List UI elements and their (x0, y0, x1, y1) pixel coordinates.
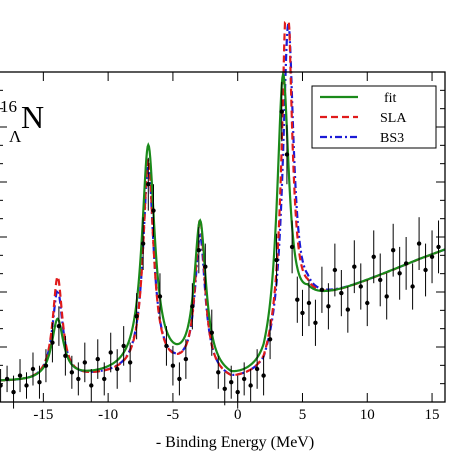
data-point (157, 294, 163, 299)
x-tick-label: 10 (360, 407, 375, 423)
data-point (378, 277, 383, 283)
data-point (371, 254, 376, 259)
data-point (410, 284, 415, 289)
data-point (390, 248, 396, 253)
data-point (82, 360, 88, 365)
data-point (95, 356, 100, 362)
data-point (306, 300, 312, 306)
legend-label-bs3: BS3 (380, 131, 404, 146)
data-point (89, 383, 94, 388)
x-tick-label: 0 (234, 407, 242, 423)
data-point (261, 373, 266, 378)
data-point (284, 152, 290, 157)
data-point (313, 320, 318, 325)
data-point (108, 350, 113, 355)
x-tick-label: 15 (425, 407, 440, 423)
points-layer (0, 81, 441, 409)
series-fit-line (0, 71, 446, 382)
data-point (170, 363, 176, 368)
data-point (254, 366, 260, 372)
data-point (115, 366, 120, 372)
data-point (289, 244, 295, 250)
nucleus-mass: 16 (0, 97, 17, 116)
data-point (56, 323, 62, 329)
data-point (102, 376, 107, 382)
data-point (196, 248, 202, 253)
data-point (4, 376, 10, 382)
data-point (300, 310, 305, 316)
x-tick-label: -5 (167, 407, 180, 423)
data-point (121, 343, 126, 349)
data-point (384, 294, 389, 299)
data-point (146, 182, 151, 187)
nucleus-lambda: Λ (9, 127, 22, 146)
data-point (177, 376, 182, 382)
data-point (416, 241, 422, 246)
data-point (332, 267, 338, 273)
data-point (76, 376, 81, 382)
series-sla-line (0, 21, 446, 382)
data-point (267, 337, 273, 342)
series-bs3-line (0, 23, 446, 382)
data-point (352, 264, 357, 269)
data-point (11, 389, 16, 395)
data-point (0, 383, 3, 388)
data-point (216, 370, 221, 375)
data-point (274, 257, 279, 263)
data-point (345, 307, 351, 312)
data-point (429, 254, 435, 259)
data-point (365, 300, 370, 306)
data-point (222, 386, 227, 391)
nucleus-element: N (21, 99, 44, 135)
data-point (164, 343, 169, 349)
data-point (127, 360, 133, 365)
data-point (183, 356, 189, 362)
x-tick-label: 5 (299, 407, 307, 423)
data-point (63, 353, 68, 358)
x-tick-label: -15 (33, 407, 53, 423)
data-point (235, 389, 240, 395)
x-axis-label: - Binding Energy (MeV) (156, 434, 314, 451)
data-point (43, 363, 49, 368)
data-point (229, 380, 234, 385)
data-point (326, 304, 331, 309)
data-point (50, 340, 55, 345)
data-point (69, 370, 75, 375)
x-tick-label: -10 (98, 407, 118, 423)
data-point (358, 284, 363, 289)
axes-layer: -15 -10 -5 0 5 10 15 (0, 71, 446, 423)
data-point (209, 330, 214, 335)
data-point (241, 376, 247, 382)
data-point (30, 366, 36, 372)
data-point (423, 267, 428, 273)
data-point (403, 261, 409, 266)
data-point (397, 271, 402, 276)
data-point (17, 373, 23, 378)
series-layer (0, 21, 446, 382)
data-point (279, 109, 284, 114)
legend: fit SLA BS3 (311, 85, 437, 149)
legend-box (311, 85, 437, 149)
data-point (295, 297, 300, 302)
data-point (203, 264, 208, 269)
data-point (339, 290, 344, 296)
data-point (190, 304, 195, 309)
data-point (151, 208, 156, 213)
nucleus-label: 16 Λ N (0, 97, 44, 146)
legend-label-fit: fit (384, 91, 397, 106)
legend-label-sla: SLA (380, 111, 407, 126)
data-point (140, 241, 146, 246)
data-point (134, 314, 139, 319)
data-point (319, 287, 325, 292)
data-point (24, 383, 29, 388)
data-point (436, 244, 441, 250)
data-point (248, 383, 253, 388)
data-point (37, 380, 42, 385)
